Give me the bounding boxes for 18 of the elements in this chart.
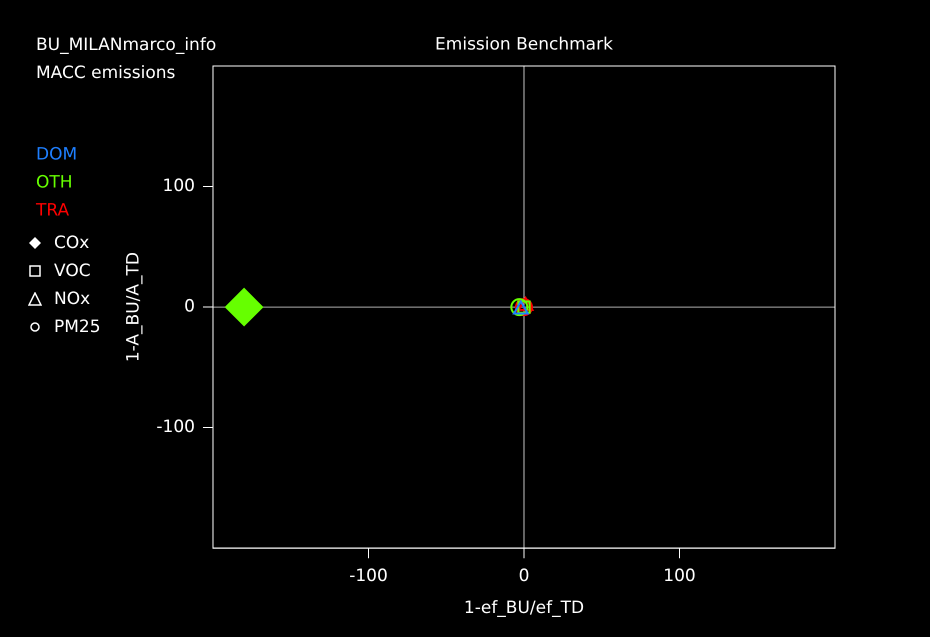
x-tick-label: -100 [349, 566, 388, 586]
text: DOM [36, 144, 78, 164]
text: PM25 [54, 317, 101, 337]
y-tick-label: -100 [156, 417, 195, 438]
x-tick-label: 0 [518, 566, 530, 586]
text: COx [54, 233, 90, 253]
text: TRA [35, 200, 70, 220]
text: OTH [36, 172, 73, 192]
text: MACC emissions [36, 63, 176, 83]
y-tick-label: 0 [184, 296, 195, 317]
text: NOx [54, 289, 90, 309]
y-tick-label: 100 [162, 176, 195, 196]
x-tick-label: 100 [663, 566, 696, 586]
x-axis-title: 1-ef_BU/ef_TD [464, 598, 584, 618]
text: VOC [54, 261, 91, 281]
text: BU_MILANmarco_info [36, 35, 216, 55]
chart-title: Emission Benchmark [435, 34, 614, 54]
y-axis-title: 1-A_BU/A_TD [124, 252, 144, 362]
